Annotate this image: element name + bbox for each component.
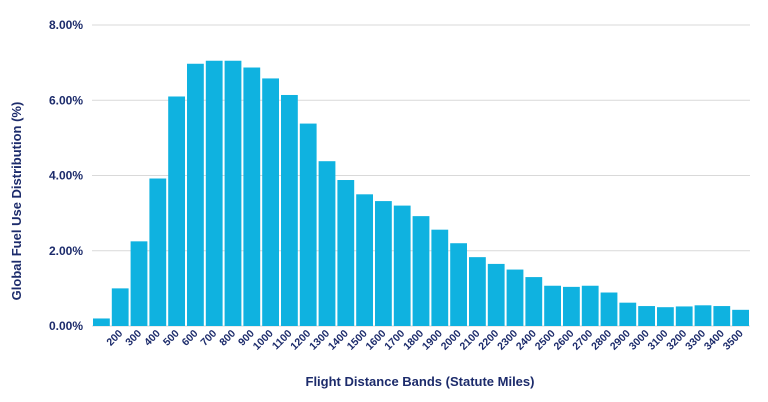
x-tick-label: 2400 bbox=[514, 328, 539, 353]
x-tick-label: 2900 bbox=[608, 328, 633, 353]
x-tick-label: 3500 bbox=[721, 328, 746, 353]
bar bbox=[713, 306, 731, 326]
x-tick-label: 1100 bbox=[270, 328, 295, 353]
bar bbox=[638, 306, 655, 326]
bar bbox=[299, 123, 317, 326]
x-tick-label: 1900 bbox=[420, 328, 445, 353]
bar bbox=[356, 194, 373, 326]
bar bbox=[262, 78, 279, 327]
bar bbox=[506, 269, 524, 326]
bar bbox=[675, 306, 693, 326]
x-tick-label: 3000 bbox=[627, 328, 652, 353]
x-tick-label: 2800 bbox=[589, 328, 614, 353]
bar bbox=[657, 307, 674, 326]
y-tick-label: 8.00% bbox=[49, 18, 83, 32]
x-tick-label: 1400 bbox=[326, 328, 351, 353]
x-tick-label: 1800 bbox=[401, 328, 426, 353]
bar bbox=[281, 94, 298, 326]
bar bbox=[205, 60, 223, 327]
x-tick-label: 1700 bbox=[382, 328, 407, 353]
x-tick-label: 2100 bbox=[458, 328, 483, 353]
x-tick-label: 1300 bbox=[307, 328, 332, 353]
x-tick-label: 2700 bbox=[570, 328, 595, 353]
x-tick-label: 1500 bbox=[345, 328, 370, 353]
bar bbox=[318, 161, 336, 326]
bar bbox=[337, 180, 355, 326]
bar bbox=[111, 288, 129, 326]
x-tick-label: 2200 bbox=[476, 328, 501, 353]
bar bbox=[581, 285, 599, 326]
x-tick-label: 1200 bbox=[288, 328, 313, 353]
bar bbox=[224, 60, 242, 327]
x-tick-label: 2000 bbox=[439, 328, 464, 353]
x-tick-label: 1600 bbox=[364, 328, 389, 353]
bar bbox=[525, 277, 543, 326]
x-tick-label: 2300 bbox=[495, 328, 520, 353]
y-axis-title: Global Fuel Use Distribution (%) bbox=[9, 102, 24, 301]
y-tick-label: 0.00% bbox=[49, 319, 83, 333]
bar bbox=[149, 178, 167, 326]
bar bbox=[375, 201, 392, 326]
bar bbox=[93, 318, 110, 326]
x-tick-label: 400 bbox=[142, 328, 163, 349]
x-axis-ticks: 2003004005006007008009001000110012001300… bbox=[104, 328, 745, 353]
x-tick-label: 3200 bbox=[664, 328, 689, 353]
x-tick-label: 2500 bbox=[533, 328, 558, 353]
bar bbox=[168, 96, 185, 326]
bar bbox=[450, 243, 467, 326]
bar bbox=[694, 305, 712, 326]
bar bbox=[732, 309, 749, 326]
x-tick-label: 200 bbox=[104, 328, 125, 349]
x-tick-label: 2600 bbox=[552, 328, 577, 353]
bar bbox=[393, 205, 411, 326]
x-tick-label: 1000 bbox=[251, 328, 276, 353]
x-tick-label: 500 bbox=[161, 328, 182, 349]
x-tick-label: 700 bbox=[198, 328, 219, 349]
x-tick-label: 300 bbox=[123, 328, 144, 349]
y-tick-label: 4.00% bbox=[49, 169, 83, 183]
bar bbox=[130, 241, 148, 326]
bar bbox=[544, 285, 561, 326]
x-tick-label: 3400 bbox=[702, 328, 727, 353]
bar bbox=[600, 292, 618, 326]
bar bbox=[412, 216, 430, 326]
y-tick-label: 6.00% bbox=[49, 93, 83, 107]
y-tick-label: 2.00% bbox=[49, 244, 83, 258]
bar bbox=[469, 257, 486, 326]
bar bbox=[431, 229, 449, 326]
x-tick-label: 600 bbox=[180, 328, 201, 349]
bar bbox=[243, 67, 261, 327]
x-tick-label: 800 bbox=[217, 328, 238, 349]
bar bbox=[487, 263, 505, 326]
bar bbox=[187, 63, 204, 326]
bar bbox=[619, 302, 637, 326]
x-axis-title: Flight Distance Bands (Statute Miles) bbox=[306, 374, 535, 389]
bar bbox=[563, 286, 580, 326]
bars bbox=[93, 60, 749, 327]
x-tick-label: 3100 bbox=[646, 328, 671, 353]
y-axis-ticks: 0.00% 2.00% 4.00% 6.00% 8.00% bbox=[49, 18, 83, 333]
x-tick-label: 3300 bbox=[683, 328, 708, 353]
